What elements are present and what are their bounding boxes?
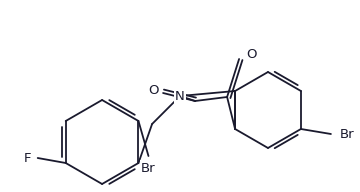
Text: Br: Br: [141, 161, 156, 175]
Text: Br: Br: [339, 127, 354, 141]
Text: O: O: [148, 84, 158, 98]
Text: O: O: [246, 47, 256, 60]
Text: F: F: [24, 151, 31, 165]
Text: N: N: [175, 89, 185, 103]
